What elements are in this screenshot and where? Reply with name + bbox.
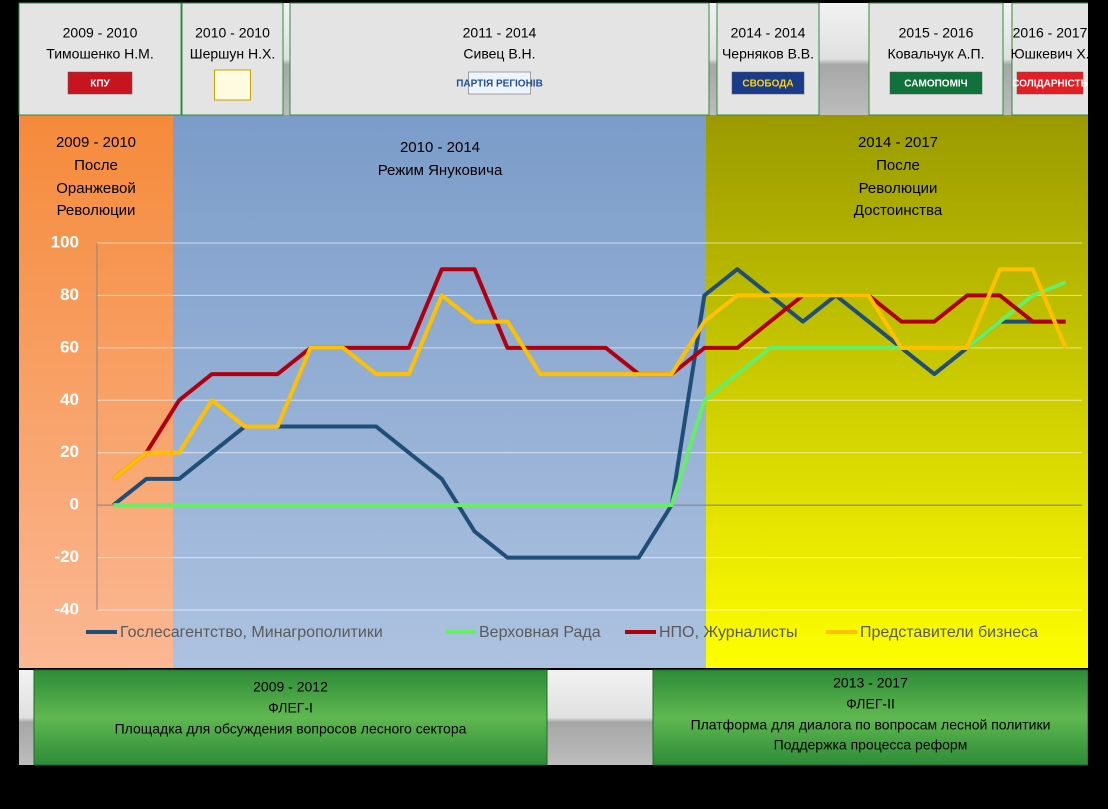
logo [1016,71,1084,95]
logo-text: КПУ [90,79,110,90]
header-name: Юшкевич Х. [1010,46,1089,62]
footer-text: 2013 - 2017 [833,675,908,691]
period-label: После [74,157,118,174]
legend-label: Гослесагентство, Минагрополитики [120,624,383,641]
y-tick-label: 40 [60,390,79,409]
logo-text: ПАРТІЯ РЕГІОНІВ [456,79,543,90]
logo [67,71,133,95]
header-years: 2016 - 2017 [1013,25,1088,41]
footer-text: 2009 - 2012 [253,679,328,695]
footer-text: ФЛЕГ-II [846,696,895,712]
period-label: 2009 - 2010 [56,134,136,151]
logo-text: СОЛІДАРНІСТЬ [1012,79,1088,90]
y-tick-label: 80 [60,285,79,304]
footer-box [652,669,1088,766]
period-bg [706,115,1088,668]
footer-box [33,669,548,766]
series-line [112,267,1068,481]
period-label: 2014 - 2017 [858,134,938,151]
header-name: Ковальчук А.П. [887,46,984,62]
legend-label: Представители бизнеса [860,624,1038,641]
header-box [716,2,820,116]
period-label: Революции [57,202,136,219]
header-years: 2014 - 2014 [731,25,806,41]
y-tick-label: 20 [60,442,79,461]
y-tick-label: -20 [54,547,79,566]
series-line [112,267,1066,481]
period-label: Революции [859,180,938,197]
logo [214,69,251,101]
period-label: После [876,157,920,174]
footer-text: Поддержка процесса реформ [774,737,968,753]
period-label: Оранжевой [56,180,136,197]
header-box [1011,2,1088,116]
legend-label: НПО, Журналисты [659,624,798,641]
content: 2009 - 2010 Тимошенко Н.М. КПУ 2010 - 2010 Ш… [18,2,1089,766]
legend-label: Верховная Рада [479,624,601,641]
logo [889,71,983,95]
header-years: 2009 - 2010 [63,25,138,41]
header-years: 2011 - 2014 [463,25,537,41]
header-box [18,2,182,116]
logo [468,71,531,95]
period-label: 2010 - 2014 [400,139,480,156]
footer-text: Площадка для обсуждения вопросов лесного… [115,721,467,737]
header-years: 2015 - 2016 [899,25,974,41]
y-tick-label: 100 [51,232,79,251]
period-bg [173,115,706,668]
logo-text: СВОБОДА [742,79,793,90]
y-tick-label: -40 [54,599,79,618]
header-name: Шершун Н.Х. [190,46,275,62]
header-name: Черняков В.В. [722,46,814,62]
header-box [868,2,1004,116]
header-years: 2010 - 2010 [195,25,270,41]
header-box [289,2,710,116]
logo [731,71,805,95]
header-name: Сивец В.Н. [463,46,535,62]
footer-text: Платформа для диалога по вопросам лесной… [691,717,1051,733]
header-name: Тимошенко Н.М. [46,46,153,62]
period-bg [19,115,173,668]
logo-text: САМОПОМІЧ [904,79,967,90]
period-label: Достоинства [854,202,943,219]
period-label: Режим Януковича [378,162,503,179]
y-tick-label: 60 [60,337,79,356]
footer-text: ФЛЕГ-I [268,700,313,716]
y-tick-label: 0 [70,495,79,514]
